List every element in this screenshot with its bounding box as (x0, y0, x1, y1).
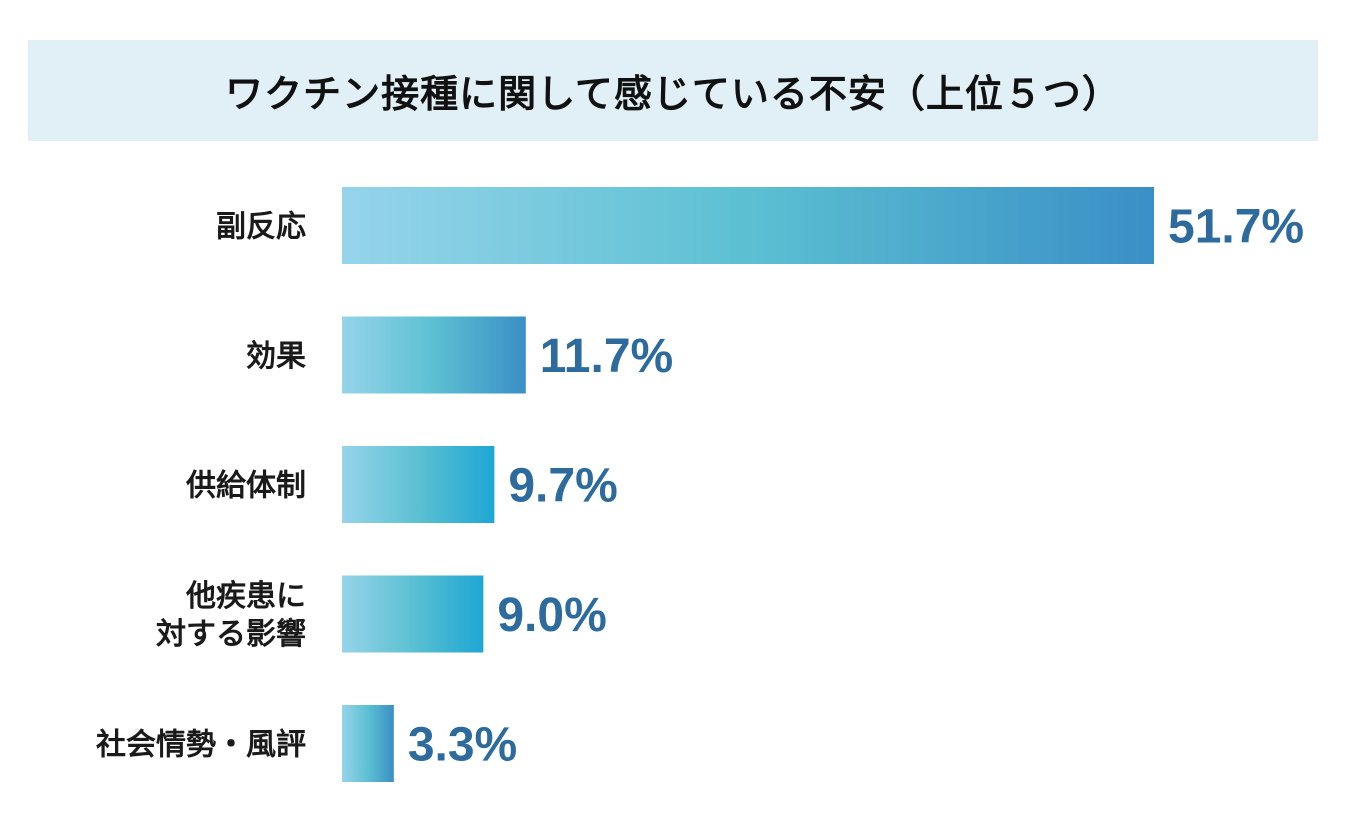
bar-2 (342, 446, 495, 523)
category-label-3-line-0: 他疾患に (185, 579, 306, 614)
value-label-0: 51.7% (1168, 201, 1304, 254)
category-label-0: 副反応 (216, 210, 306, 245)
chart-title-band: ワクチン接種に関して感じている不安（上位５つ） (28, 40, 1318, 141)
category-label-2: 供給体制 (185, 469, 306, 504)
bar-1 (342, 316, 526, 394)
category-label-3-line-1: 対する影響 (156, 617, 306, 652)
bar-4 (342, 705, 394, 782)
category-label-4: 社会情勢・風評 (96, 728, 306, 763)
value-label-1: 11.7% (540, 330, 673, 383)
bar-0 (342, 187, 1154, 264)
value-label-2: 9.7% (508, 460, 617, 513)
category-label-1: 効果 (246, 339, 306, 374)
value-label-4: 3.3% (408, 719, 517, 772)
chart-title: ワクチン接種に関して感じている不安（上位５つ） (225, 72, 1121, 116)
value-label-3: 9.0% (497, 589, 606, 642)
bar-3 (342, 575, 484, 653)
